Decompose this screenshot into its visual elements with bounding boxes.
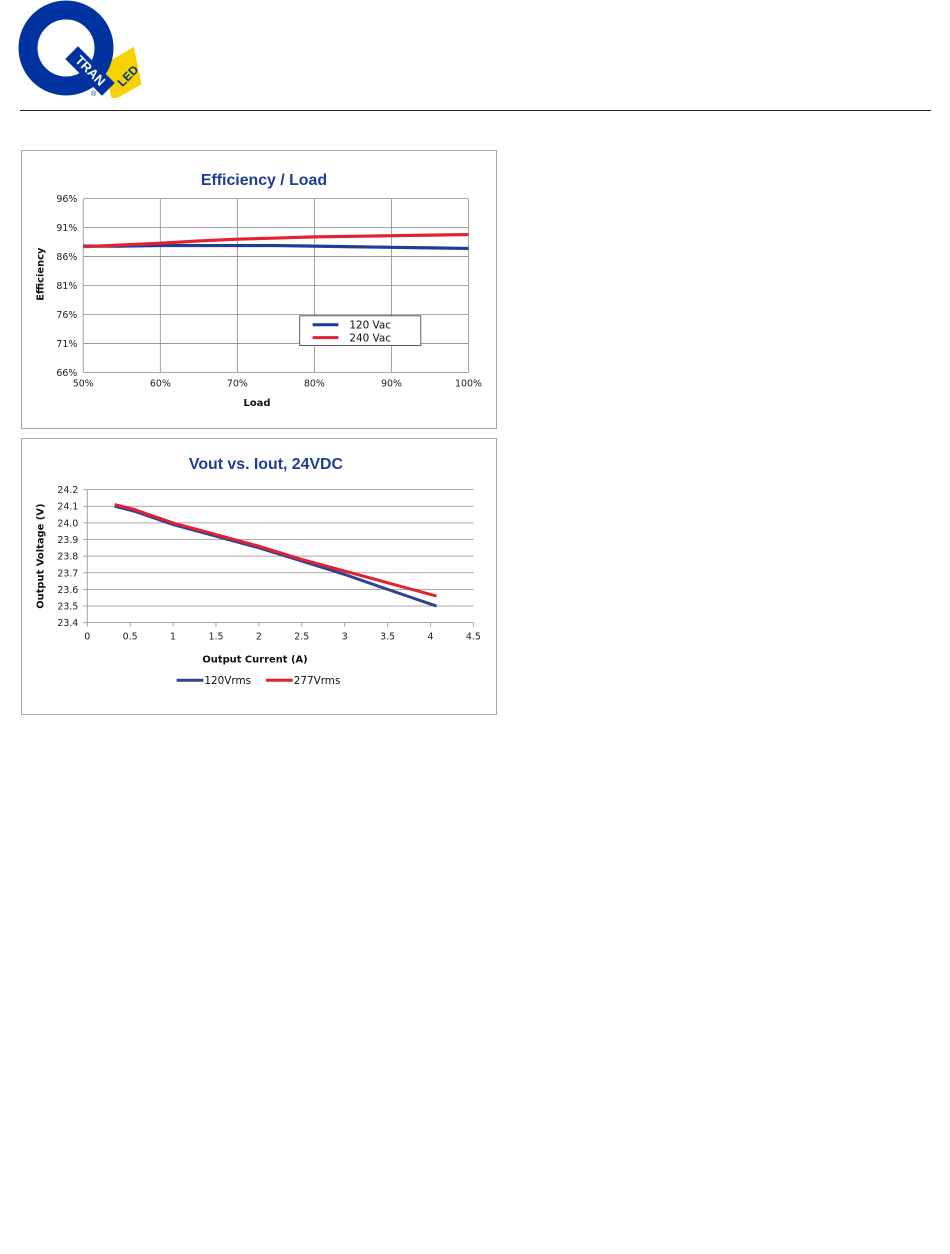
y-tick-label: 23.8 (57, 552, 78, 563)
qtranled-logo: TRAN LED ® (18, 0, 142, 98)
series-line (114, 503, 437, 598)
x-tick-label: 1.5 (208, 632, 223, 643)
y-tick-label: 23.5 (57, 602, 78, 613)
x-tick-label: 2 (256, 632, 262, 643)
series-line (83, 243, 469, 251)
y-tick-label: 91% (56, 223, 77, 234)
chart-legend: 120Vrms 277Vrms (176, 675, 341, 687)
legend-label: 240 Vac (349, 333, 391, 345)
efficiency-chart-svg: Efficiency / Load Efficiency Load 50% 60%… (36, 172, 482, 409)
x-tick-label: 2.5 (294, 632, 309, 643)
y-tick-label: 23.9 (57, 535, 78, 546)
legend-label: 120Vrms (204, 675, 251, 687)
legend-label: 120 Vac (349, 320, 391, 332)
logo-registered-mark: ® (91, 90, 97, 98)
series-line (114, 504, 438, 608)
x-tick-label: 0.5 (123, 632, 138, 643)
vout-chart-svg: Vout vs. Iout, 24VDC Output Voltage (V) … (36, 456, 481, 687)
y-tick-label: 96% (56, 194, 77, 205)
vout-iout-chart: Vout vs. Iout, 24VDC Output Voltage (V) … (21, 438, 497, 715)
y-tick-label: 76% (56, 310, 77, 321)
chart-title: Efficiency / Load (201, 172, 327, 189)
x-tick-label: 4.5 (466, 632, 481, 643)
y-tick-label: 71% (56, 339, 77, 350)
y-tick-label: 23.6 (57, 585, 78, 596)
chart-title: Vout vs. Iout, 24VDC (189, 456, 344, 473)
x-tick-label: 80% (304, 378, 325, 389)
x-axis-label: Output Current (A) (202, 654, 307, 665)
x-tick-label: 90% (381, 378, 402, 389)
y-tick-label: 23.7 (57, 568, 78, 579)
chart-legend: 120 Vac 240 Vac (299, 315, 422, 346)
logo-tran-banner (65, 46, 115, 96)
x-tick-label: 4 (428, 632, 434, 643)
x-tick-label: 3.5 (380, 632, 395, 643)
series-line (83, 232, 469, 249)
x-tick-label: 100% (455, 378, 482, 389)
logo-led-banner (104, 46, 142, 98)
y-tick-label: 24.0 (57, 518, 78, 529)
x-tick-label: 50% (73, 378, 94, 389)
y-tick-label: 23.4 (57, 618, 78, 629)
efficiency-load-chart: Efficiency / Load Efficiency Load 50% 60%… (21, 150, 497, 429)
legend-label: 277Vrms (294, 675, 341, 687)
y-tick-label: 66% (56, 368, 77, 379)
x-axis-label: Load (244, 398, 271, 409)
y-axis-label: Output Voltage (V) (36, 504, 47, 609)
x-tick-label: 0 (84, 632, 90, 643)
header-divider (20, 110, 931, 111)
x-tick-label: 3 (342, 632, 348, 643)
x-tick-label: 70% (227, 378, 248, 389)
y-tick-label: 81% (56, 281, 77, 292)
x-tick-label: 60% (150, 378, 171, 389)
y-tick-label: 86% (56, 252, 77, 263)
y-axis-label: Efficiency (36, 247, 47, 301)
x-tick-label: 1 (170, 632, 176, 643)
y-tick-label: 24.2 (57, 485, 78, 496)
logo-q-ring (18, 0, 114, 96)
y-tick-label: 24.1 (57, 502, 78, 513)
